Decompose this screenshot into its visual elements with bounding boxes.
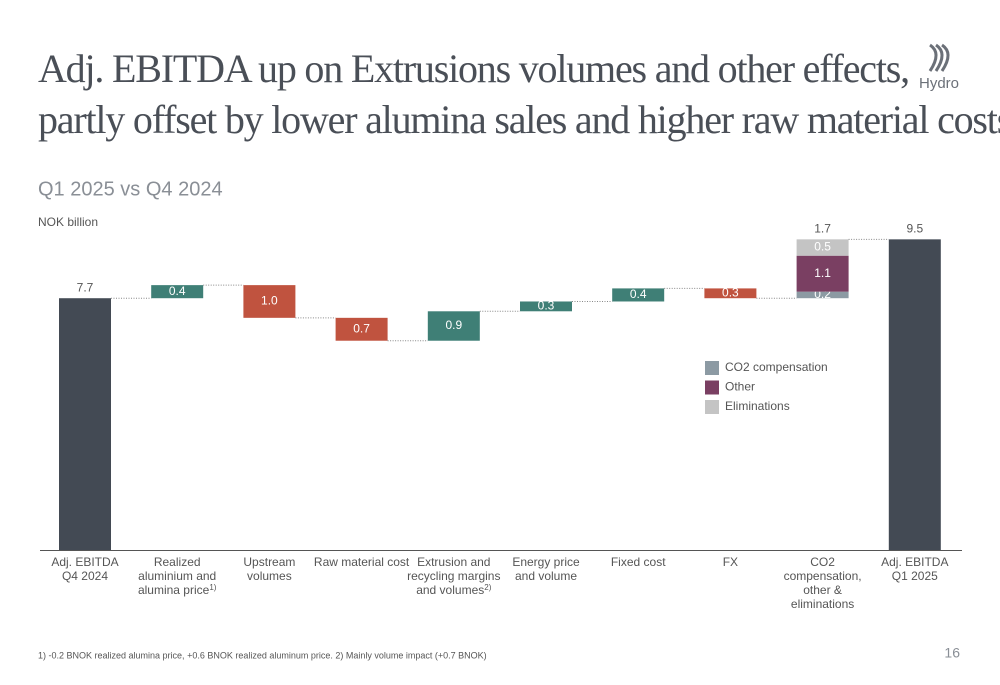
x-tick-label-line: volumes — [247, 569, 292, 583]
x-tick-label-line: Upstream — [243, 555, 295, 569]
value-label: 7.7 — [77, 280, 94, 294]
stack-segment — [796, 255, 849, 292]
x-tick-label: Energy price and volume — [512, 555, 580, 583]
bar — [888, 239, 941, 550]
page-number: 16 — [944, 645, 960, 661]
stack-segment — [796, 291, 849, 299]
legend-label: Eliminations — [725, 399, 790, 413]
stack-segment — [796, 239, 849, 256]
value-label: 0.9 — [445, 318, 462, 332]
value-label: 0.3 — [722, 285, 739, 299]
x-tick-label: Extrusion and recycling margins and volume… — [407, 555, 500, 597]
x-tick-label-line: and volumes — [416, 583, 484, 597]
x-tick-label-line: Adj. EBITDA — [881, 555, 948, 569]
bar — [704, 288, 757, 299]
segment-label: 0.5 — [814, 240, 831, 254]
bar — [151, 285, 204, 299]
title-line: partly offset by lower alumina sales and… — [38, 97, 1000, 142]
segment-label: 1.1 — [814, 266, 831, 280]
value-label: 0.4 — [630, 287, 647, 301]
logo-text: Hydro — [919, 75, 959, 92]
value-label: 0.4 — [169, 284, 186, 298]
title-line: Adj. EBITDA up on Extrusions volumes and… — [38, 46, 909, 91]
x-tick-label: Adj. EBITDA Q4 2024 — [51, 555, 118, 583]
legend-swatch — [705, 380, 719, 395]
x-tick-label-line: aluminium and — [138, 569, 216, 583]
x-tick-label-line: Energy price — [512, 555, 580, 569]
footnote: 1) -0.2 BNOK realized alumina price, +0.… — [38, 650, 487, 660]
x-tick-label: Adj. EBITDA Q1 2025 — [881, 555, 948, 583]
x-tick-label: Realized aluminium and alumina price1) — [138, 555, 217, 597]
x-tick-label-line: Q4 2024 — [62, 569, 108, 583]
logo-mark — [928, 43, 950, 72]
x-tick-label-line: Q1 2025 — [892, 569, 938, 583]
value-label: 9.5 — [906, 222, 923, 236]
x-tick-label-line: other & — [803, 583, 842, 597]
value-label: 0.7 — [353, 321, 370, 335]
footnote-marker: 2) — [484, 583, 491, 592]
x-tick-label: Fixed cost — [611, 555, 666, 569]
legend-label: Other — [725, 380, 755, 394]
bar — [243, 285, 296, 318]
x-tick-label-line: CO2 — [810, 555, 835, 569]
bar — [520, 301, 572, 312]
value-label: 0.3 — [538, 299, 555, 313]
x-tick-label-line: Fixed cost — [611, 555, 666, 569]
value-label: 1.0 — [261, 294, 278, 308]
x-tick-label-line: recycling margins — [407, 569, 500, 583]
x-tick-label-line: Adj. EBITDA — [51, 555, 118, 569]
bar — [427, 311, 480, 341]
x-tick-label-line: Extrusion and — [417, 555, 490, 569]
x-tick-label-line: FX — [723, 555, 738, 569]
footnote-marker: 1) — [209, 583, 216, 592]
x-tick-label: FX — [723, 555, 738, 569]
bar — [59, 298, 111, 550]
logo: Hydro — [919, 43, 959, 92]
x-tick-label: Raw material cost — [314, 555, 410, 569]
x-tick-label-line: compensation, — [784, 569, 862, 583]
legend-swatch — [705, 400, 719, 414]
x-tick-label-line: alumina price — [138, 583, 210, 597]
x-tick-label-line: Realized — [154, 555, 201, 569]
x-tick-label-line: Raw material cost — [314, 555, 410, 569]
x-tick-label-line: and volume — [515, 569, 577, 583]
subtitle: Q1 2025 vs Q4 2024 — [38, 178, 223, 200]
x-tick-label: CO2 compensation, other & eliminations — [784, 555, 862, 611]
unit-label: NOK billion — [38, 215, 98, 229]
bar — [612, 288, 665, 302]
x-tick-label-line: eliminations — [791, 597, 854, 611]
value-label: 1.7 — [814, 222, 831, 236]
x-tick-label: Upstream volumes — [243, 555, 295, 583]
legend-swatch — [705, 361, 719, 375]
legend-label: CO2 compensation — [725, 360, 828, 374]
bar — [335, 317, 388, 341]
